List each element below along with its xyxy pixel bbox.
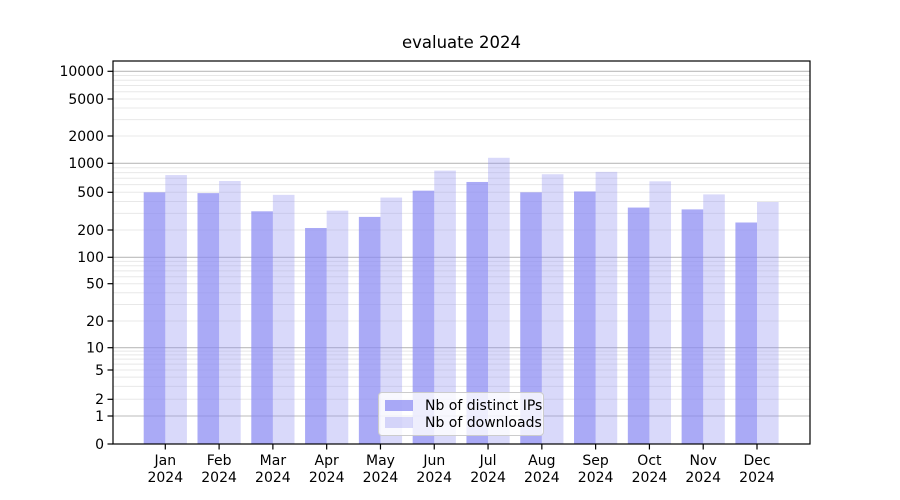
bar-downloads-Jun-2024 — [434, 170, 456, 445]
x-axis: Jan 2024 Feb 2024 Mar 2024 Apr 2024 May 2024 Jun 20… — [147, 444, 775, 486]
y-tick-label: 2 — [95, 392, 104, 408]
bar-downloads-Sep-2024 — [595, 171, 618, 445]
x-tick-label: Sep 2024 — [578, 453, 614, 486]
x-tick-label: Aug 2024 — [524, 453, 560, 486]
bar-distinct-ips-Oct-2024 — [627, 207, 650, 444]
bar-downloads-Mar-2024 — [272, 194, 295, 444]
x-tick-label: Dec 2024 — [739, 453, 775, 486]
bar-distinct-ips-Dec-2024 — [735, 222, 757, 444]
x-tick-label: Jul 2024 — [470, 453, 506, 486]
legend-item-downloads: Nb of downloads — [385, 415, 542, 431]
y-tick-label: 10 — [86, 341, 104, 357]
x-tick-label: Nov 2024 — [685, 453, 721, 486]
y-tick-label: 20 — [86, 314, 104, 330]
legend: Nb of distinct IPs Nb of downloads — [378, 392, 544, 436]
bar-distinct-ips-Sep-2024 — [574, 191, 596, 444]
legend-swatch-downloads — [385, 417, 413, 428]
y-tick-label: 50 — [86, 277, 104, 293]
bar-distinct-ips-Apr-2024 — [305, 227, 327, 444]
y-tick-label: 5000 — [68, 92, 104, 108]
y-tick-label: 1000 — [68, 156, 104, 172]
bar-downloads-Dec-2024 — [757, 201, 779, 444]
bars — [143, 157, 779, 445]
legend-item-distinct-ips: Nb of distinct IPs — [385, 398, 542, 414]
x-tick-label: Feb 2024 — [201, 453, 237, 486]
legend-swatch-distinct-ips — [385, 400, 413, 411]
bar-distinct-ips-Aug-2024 — [520, 192, 542, 444]
plot-border — [112, 60, 811, 445]
y-tick-label: 100 — [77, 250, 104, 266]
bar-downloads-Oct-2024 — [649, 181, 672, 444]
x-tick-label: Jun 2024 — [416, 453, 452, 486]
bar-distinct-ips-Jul-2024 — [466, 181, 489, 444]
bar-downloads-Apr-2024 — [326, 210, 349, 444]
x-tick-label: Mar 2024 — [255, 453, 291, 486]
legend-label-downloads: Nb of downloads — [425, 414, 542, 431]
bar-distinct-ips-Nov-2024 — [681, 209, 704, 444]
bar-downloads-May-2024 — [380, 197, 403, 444]
y-tick-label: 1 — [95, 409, 104, 425]
bar-downloads-Aug-2024 — [541, 174, 564, 444]
bar-distinct-ips-Jun-2024 — [412, 190, 435, 444]
x-tick-label: Jan 2024 — [147, 453, 183, 486]
bar-distinct-ips-May-2024 — [358, 216, 381, 444]
x-tick-label: Apr 2024 — [309, 453, 345, 486]
bar-downloads-Feb-2024 — [219, 181, 241, 444]
bar-distinct-ips-Mar-2024 — [251, 211, 273, 444]
chart-title: evaluate 2024 — [401, 33, 522, 52]
bar-distinct-ips-Feb-2024 — [197, 193, 220, 444]
y-tick-label: 5 — [95, 363, 104, 379]
bar-downloads-Jan-2024 — [165, 175, 187, 444]
y-axis: 0 12 5 10 20 50 100 200 500 1000 2000 5000 10000 — [59, 64, 113, 453]
y-tick-label: 0 — [95, 437, 104, 453]
x-tick-label: Oct 2024 — [632, 453, 668, 486]
legend-label-distinct-ips: Nb of distinct IPs — [425, 397, 543, 414]
y-tick-label: 200 — [77, 223, 104, 239]
y-tick-label: 2000 — [68, 129, 104, 145]
bar-downloads-Jul-2024 — [488, 157, 510, 444]
bar-distinct-ips-Jan-2024 — [143, 192, 166, 444]
y-tick-label: 500 — [77, 185, 104, 201]
x-tick-label: May 2024 — [363, 453, 399, 486]
bar-downloads-Nov-2024 — [703, 194, 725, 444]
y-tick-label: 10000 — [59, 64, 104, 80]
